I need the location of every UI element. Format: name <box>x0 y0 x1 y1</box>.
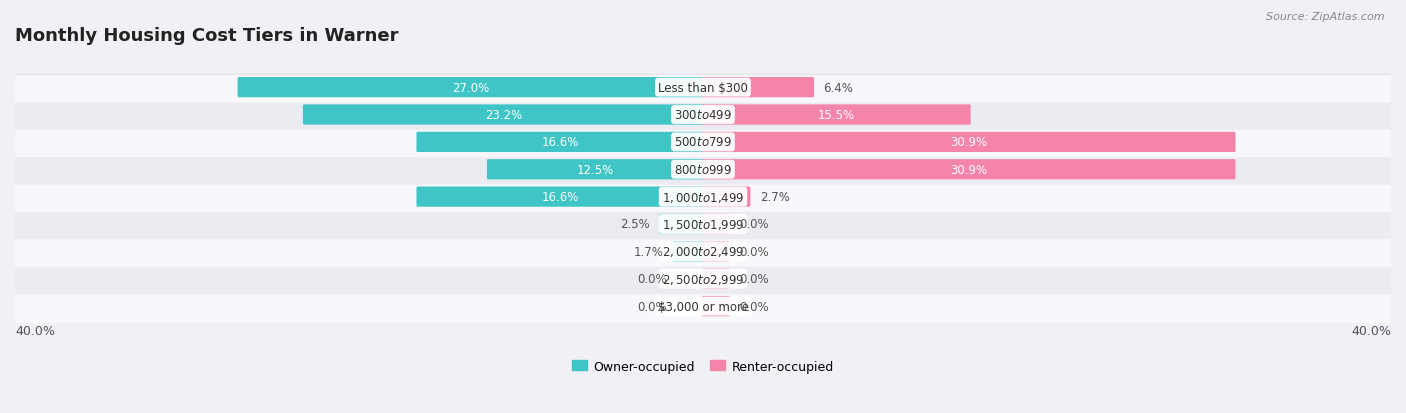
Text: $1,000 to $1,499: $1,000 to $1,499 <box>662 190 744 204</box>
FancyBboxPatch shape <box>14 75 1392 103</box>
Text: 15.5%: 15.5% <box>818 109 855 122</box>
FancyBboxPatch shape <box>302 105 704 125</box>
Text: 1.7%: 1.7% <box>634 245 664 258</box>
Text: $3,000 or more: $3,000 or more <box>658 300 748 313</box>
Text: 2.5%: 2.5% <box>620 218 650 231</box>
FancyBboxPatch shape <box>14 293 1392 322</box>
FancyBboxPatch shape <box>702 296 730 316</box>
Text: Source: ZipAtlas.com: Source: ZipAtlas.com <box>1267 12 1385 22</box>
FancyBboxPatch shape <box>702 105 970 125</box>
Text: $2,000 to $2,499: $2,000 to $2,499 <box>662 245 744 259</box>
FancyBboxPatch shape <box>14 103 1392 132</box>
FancyBboxPatch shape <box>14 267 1392 296</box>
Text: 0.0%: 0.0% <box>740 300 769 313</box>
FancyBboxPatch shape <box>14 240 1392 268</box>
Text: 0.0%: 0.0% <box>740 245 769 258</box>
FancyBboxPatch shape <box>14 294 1392 323</box>
Text: 23.2%: 23.2% <box>485 109 522 122</box>
Text: 12.5%: 12.5% <box>576 164 614 176</box>
Legend: Owner-occupied, Renter-occupied: Owner-occupied, Renter-occupied <box>572 360 834 373</box>
FancyBboxPatch shape <box>416 187 704 207</box>
FancyBboxPatch shape <box>702 133 1236 153</box>
FancyBboxPatch shape <box>238 78 704 98</box>
FancyBboxPatch shape <box>14 266 1392 294</box>
FancyBboxPatch shape <box>14 212 1392 241</box>
Text: 30.9%: 30.9% <box>950 136 987 149</box>
Text: 16.6%: 16.6% <box>541 191 579 204</box>
FancyBboxPatch shape <box>14 157 1392 185</box>
Text: 16.6%: 16.6% <box>541 136 579 149</box>
FancyBboxPatch shape <box>14 131 1392 159</box>
FancyBboxPatch shape <box>702 160 1236 180</box>
FancyBboxPatch shape <box>14 238 1392 267</box>
Text: $2,500 to $2,999: $2,500 to $2,999 <box>662 272 744 286</box>
Text: 0.0%: 0.0% <box>637 300 666 313</box>
FancyBboxPatch shape <box>14 129 1392 158</box>
FancyBboxPatch shape <box>14 184 1392 212</box>
Text: 40.0%: 40.0% <box>1351 325 1391 337</box>
Text: 40.0%: 40.0% <box>15 325 55 337</box>
Text: $500 to $799: $500 to $799 <box>673 136 733 149</box>
Text: 6.4%: 6.4% <box>824 81 853 95</box>
FancyBboxPatch shape <box>14 158 1392 187</box>
Text: 0.0%: 0.0% <box>740 218 769 231</box>
Text: $800 to $999: $800 to $999 <box>673 164 733 176</box>
Text: $300 to $499: $300 to $499 <box>673 109 733 122</box>
Text: 2.7%: 2.7% <box>759 191 790 204</box>
Text: Less than $300: Less than $300 <box>658 81 748 95</box>
Text: 0.0%: 0.0% <box>637 273 666 285</box>
FancyBboxPatch shape <box>702 187 751 207</box>
FancyBboxPatch shape <box>702 78 814 98</box>
Text: Monthly Housing Cost Tiers in Warner: Monthly Housing Cost Tiers in Warner <box>15 27 398 45</box>
FancyBboxPatch shape <box>702 214 730 235</box>
FancyBboxPatch shape <box>702 242 730 262</box>
FancyBboxPatch shape <box>672 242 704 262</box>
FancyBboxPatch shape <box>14 211 1392 240</box>
FancyBboxPatch shape <box>416 133 704 153</box>
FancyBboxPatch shape <box>486 160 704 180</box>
FancyBboxPatch shape <box>702 269 730 289</box>
FancyBboxPatch shape <box>659 214 704 235</box>
Text: $1,500 to $1,999: $1,500 to $1,999 <box>662 218 744 231</box>
Text: 0.0%: 0.0% <box>740 273 769 285</box>
FancyBboxPatch shape <box>14 76 1392 104</box>
FancyBboxPatch shape <box>14 102 1392 131</box>
FancyBboxPatch shape <box>14 185 1392 214</box>
Text: 30.9%: 30.9% <box>950 164 987 176</box>
Text: 27.0%: 27.0% <box>453 81 489 95</box>
